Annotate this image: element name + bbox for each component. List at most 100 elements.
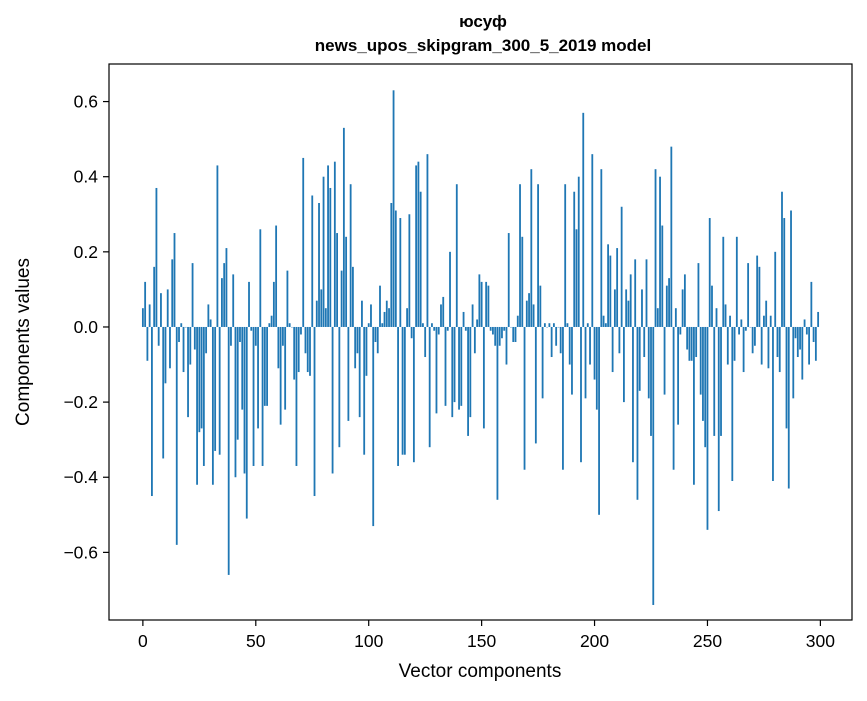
bar-210 — [616, 248, 618, 327]
bar-129 — [433, 327, 435, 331]
bar-147 — [474, 327, 476, 353]
bar-281 — [777, 327, 779, 357]
bar-228 — [657, 308, 659, 327]
bar-101 — [370, 304, 372, 327]
bar-118 — [408, 214, 410, 327]
bar-46 — [246, 327, 248, 519]
bar-136 — [449, 252, 451, 327]
bar-143 — [465, 327, 467, 331]
bar-282 — [779, 327, 781, 372]
bar-49 — [253, 327, 255, 466]
bar-59 — [275, 226, 277, 327]
bar-297 — [813, 327, 815, 342]
bar-243 — [691, 327, 693, 361]
bar-283 — [781, 192, 783, 327]
bar-227 — [655, 169, 657, 327]
bar-175 — [537, 184, 539, 327]
bar-218 — [634, 259, 636, 327]
bar-51 — [257, 327, 259, 428]
bar-234 — [670, 147, 672, 327]
bar-105 — [379, 286, 381, 327]
bar-224 — [648, 327, 650, 398]
bar-40 — [232, 274, 234, 327]
x-tick-label-4: 200 — [580, 631, 609, 651]
bar-279 — [772, 327, 774, 481]
bar-290 — [797, 327, 799, 357]
bar-202 — [598, 327, 600, 515]
bar-27 — [203, 327, 205, 466]
bar-271 — [754, 327, 756, 346]
bar-261 — [731, 327, 733, 481]
bar-148 — [476, 319, 478, 327]
bar-24 — [196, 327, 198, 485]
bar-167 — [519, 184, 521, 327]
bar-45 — [244, 327, 246, 474]
bar-209 — [614, 289, 616, 327]
bar-168 — [521, 237, 523, 327]
bar-20 — [187, 327, 189, 417]
bar-145 — [469, 327, 471, 417]
bar-238 — [679, 327, 681, 335]
bar-288 — [792, 327, 794, 398]
bar-74 — [309, 327, 311, 376]
bar-178 — [544, 323, 546, 327]
bar-140 — [458, 327, 460, 410]
bar-219 — [637, 327, 639, 500]
x-axis-label: Vector components — [399, 661, 562, 682]
bar-222 — [643, 327, 645, 357]
bar-287 — [790, 211, 792, 327]
bar-22 — [192, 263, 194, 327]
bar-223 — [646, 259, 648, 327]
bar-124 — [422, 323, 424, 327]
bar-38 — [228, 327, 230, 575]
bar-133 — [442, 297, 444, 327]
bar-115 — [402, 327, 404, 455]
bar-29 — [207, 304, 209, 327]
bar-144 — [467, 327, 469, 436]
bar-248 — [702, 327, 704, 421]
bar-214 — [625, 289, 627, 327]
x-tick-label-0: 0 — [138, 631, 148, 651]
bar-17 — [180, 323, 182, 327]
bar-237 — [677, 327, 679, 425]
bar-15 — [176, 327, 178, 545]
bar-72 — [305, 327, 307, 353]
bar-31 — [212, 327, 214, 485]
bar-138 — [454, 327, 456, 402]
bar-193 — [578, 177, 580, 327]
bar-112 — [395, 211, 397, 327]
bar-93 — [352, 267, 354, 327]
bar-262 — [734, 327, 736, 361]
bar-292 — [801, 327, 803, 380]
bar-135 — [447, 327, 449, 331]
bar-86 — [336, 233, 338, 327]
bar-55 — [266, 327, 268, 406]
bar-199 — [591, 154, 593, 327]
y-tick-label-5: 0.4 — [74, 167, 99, 187]
bar-67 — [293, 327, 295, 380]
bar-299 — [817, 312, 819, 327]
bar-1 — [144, 282, 146, 327]
bar-188 — [567, 323, 569, 327]
bar-78 — [318, 203, 320, 327]
bar-139 — [456, 184, 458, 327]
bar-54 — [264, 327, 266, 406]
bar-162 — [508, 233, 510, 327]
bar-79 — [320, 289, 322, 327]
bar-260 — [729, 316, 731, 327]
bar-191 — [573, 192, 575, 327]
bar-3 — [149, 304, 151, 327]
bar-18 — [183, 327, 185, 372]
bar-34 — [219, 327, 221, 455]
bar-62 — [282, 327, 284, 346]
bar-14 — [174, 233, 176, 327]
bar-119 — [411, 327, 413, 338]
bar-244 — [693, 327, 695, 485]
bar-232 — [666, 286, 668, 327]
bar-36 — [223, 263, 225, 327]
bar-13 — [171, 259, 173, 327]
bar-155 — [492, 327, 494, 335]
bar-187 — [564, 184, 566, 327]
bar-249 — [704, 327, 706, 447]
bar-37 — [226, 248, 228, 327]
